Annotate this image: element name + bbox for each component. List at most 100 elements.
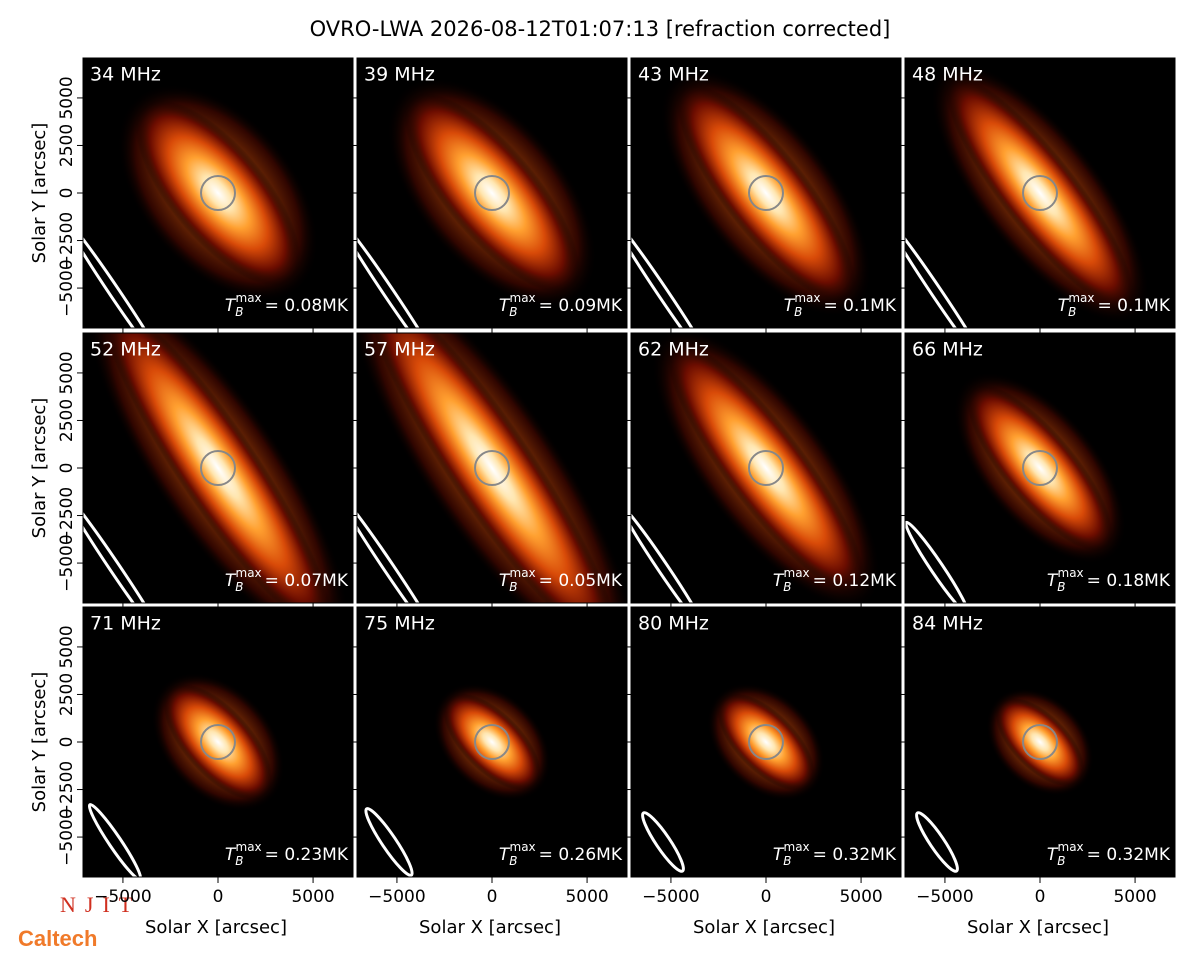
x-tick-label: −5000 [94,887,152,907]
panel-image [905,333,1175,603]
panel: 39 MHz TBmax = 0.09MK [351,57,628,334]
tb-sub: B [1057,580,1065,594]
frequency-label: 48 MHz [912,64,983,86]
y-tick-label: 5000 [57,625,77,668]
tmax-label: TBmax = 0.32MK [1047,840,1171,868]
solar-disk [1022,724,1058,760]
panel: 34 MHz TBmax = 0.08MK −5000−2500 0 2500 5000 So… [29,57,354,334]
emission [104,333,332,603]
tb-symbol: T [499,296,511,316]
solar-disk [474,724,510,760]
tb-sub: B [235,854,243,868]
tmax-label: TBmax = 0.23MK [225,840,349,868]
tb-sub: B [783,580,791,594]
x-axis-label: Solar X [arcsec] [419,917,561,938]
emission [945,76,1135,310]
emission [366,333,618,603]
panel: 43 MHz TBmax = 0.1MK [625,57,902,334]
x-tick-label: −5000 [916,887,974,907]
y-tick-label: −2500 [57,212,77,270]
y-tick-label: 5000 [57,351,77,394]
solar-disk [748,175,784,211]
tmax-value: = 0.08MK [265,296,349,316]
chart-title: OVRO-LWA 2026-08-12T01:07:13 [refraction… [310,17,891,41]
tb-sub: B [509,580,517,594]
tb-sup: max [510,291,536,305]
tmax-label: TBmax = 0.32MK [773,840,897,868]
y-tick-label: −5000 [57,534,77,592]
frequency-label: 84 MHz [912,613,983,635]
panel-image [631,607,901,877]
x-tick-label: 0 [213,887,224,907]
beam [357,216,441,328]
tb-symbol: T [225,296,237,316]
emission [404,92,580,294]
beam [631,216,715,328]
x-axis-label: Solar X [arcsec] [145,917,287,938]
frequency-label: 57 MHz [364,339,435,361]
tmax-value: = 0.09MK [539,296,623,316]
tb-sub: B [783,854,791,868]
tb-symbol: T [1047,571,1059,591]
panel: 57 MHz TBmax = 0.05MK [351,332,628,609]
tb-sup: max [1068,291,1094,305]
solar-disk [1022,175,1058,211]
tmax-label: TBmax = 0.1MK [784,291,897,319]
y-tick-label: 5000 [57,76,77,119]
frequency-label: 62 MHz [638,339,709,361]
tmax-value: = 0.18MK [1087,571,1171,591]
beam [83,491,167,603]
emission [443,693,541,791]
emission [676,83,856,303]
logo-caltech: Caltech [18,926,97,951]
panel: 48 MHz TBmax = 0.1MK [899,57,1176,334]
tb-symbol: T [784,296,796,316]
panel-image [357,607,627,877]
frequency-label: 39 MHz [364,64,435,86]
tb-sup: max [1058,840,1084,854]
panel: 62 MHz TBmax = 0.12MK [625,332,902,609]
tmax-label: TBmax = 0.18MK [1047,566,1171,594]
x-tick-label: −5000 [368,887,426,907]
tmax-label: TBmax = 0.08MK [225,291,349,319]
tb-symbol: T [1058,296,1070,316]
y-tick-label: 2500 [57,399,77,442]
emission [717,693,815,791]
y-axis-label: Solar Y [arcsec] [29,123,50,264]
panel-image [83,333,353,603]
beam [905,216,989,328]
tb-symbol: T [225,571,237,591]
solar-disk [200,450,236,486]
y-tick-label: −2500 [57,761,77,819]
tb-symbol: T [499,571,511,591]
tb-symbol: T [773,845,785,865]
y-tick-label: 0 [57,737,77,748]
tb-sup: max [236,291,262,305]
solar-disk [474,175,510,211]
tb-sup: max [510,566,536,580]
logo-njit: NJIT [60,892,141,917]
x-axis-label: Solar X [arcsec] [693,917,835,938]
beam [905,520,970,603]
panel-image [83,58,353,328]
tb-sub: B [794,305,802,319]
tb-sup: max [784,840,810,854]
frequency-label: 34 MHz [90,64,161,86]
tb-symbol: T [773,571,785,591]
tmax-value: = 0.07MK [265,571,349,591]
tmax-label: TBmax = 0.1MK [1058,291,1171,319]
y-tick-label: −5000 [57,808,77,866]
y-tick-label: −5000 [57,259,77,317]
tb-symbol: T [1047,845,1059,865]
tb-sub: B [235,305,243,319]
solar-disk [200,175,236,211]
x-tick-label: 5000 [565,887,608,907]
emission [995,697,1085,787]
frequency-label: 71 MHz [90,613,161,635]
panel: 66 MHz TBmax = 0.18MK [899,332,1176,609]
panel-image [357,58,627,328]
tmax-value: = 0.05MK [539,571,623,591]
